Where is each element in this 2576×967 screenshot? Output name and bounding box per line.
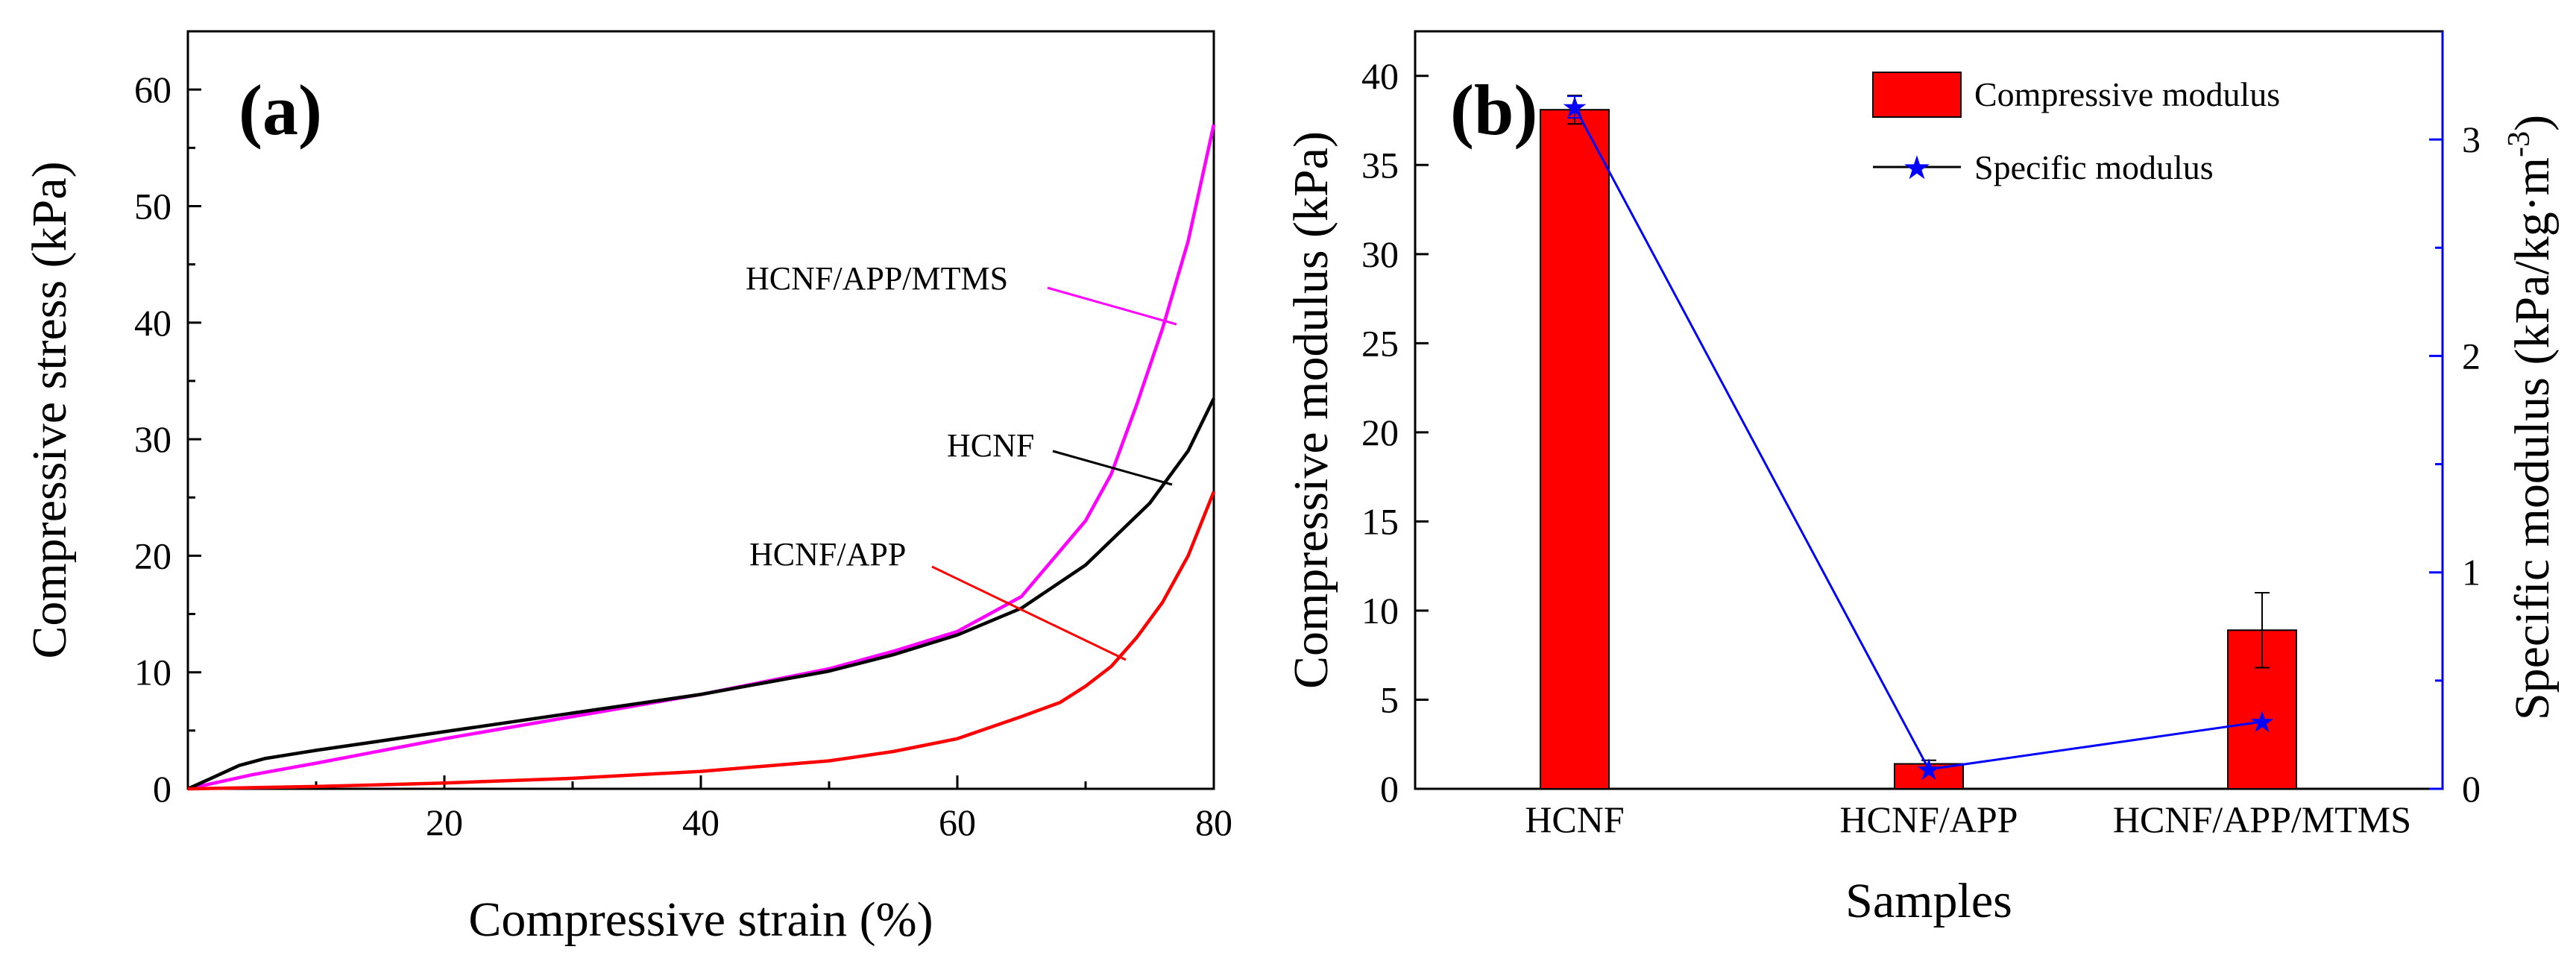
panel-b-bar-chart: 0 5 10 15 20 25 30 35 40 0 1 2 3 HCNF HCNF/APP HCNF/APP… bbox=[1284, 30, 2560, 928]
x-tick-label: 40 bbox=[682, 801, 719, 843]
y-tick-label: 50 bbox=[134, 185, 171, 227]
panel-b-y-axis-label: Compressive modulus (kPa) bbox=[1284, 131, 1338, 689]
right-y-tick-label: 3 bbox=[2462, 119, 2481, 160]
x-category-label: HCNF bbox=[1525, 799, 1624, 840]
annotation-hcnf: HCNF bbox=[947, 427, 1034, 464]
bar-compressive-modulus bbox=[1540, 109, 1610, 790]
leader-line-hcnf bbox=[1052, 450, 1173, 486]
specific-modulus-line bbox=[1573, 106, 2263, 771]
x-tick-label: 80 bbox=[1195, 801, 1232, 843]
y-tick-label: 20 bbox=[1361, 412, 1399, 453]
legend-star-specific-modulus: ★ bbox=[1902, 150, 1931, 186]
y-tick-label: 0 bbox=[1380, 768, 1399, 810]
series-line-hcnf bbox=[187, 397, 1216, 791]
right-y-tick-label: 0 bbox=[2462, 768, 2481, 810]
specific-modulus-point: ★ bbox=[2249, 705, 2276, 739]
annotation-hcnf-app: HCNF/APP bbox=[749, 536, 906, 573]
panel-b-specific-modulus-series: ★ ★ ★ bbox=[1561, 91, 2276, 787]
annotation-hcnf-app-mtms: HCNF/APP/MTMS bbox=[746, 260, 1008, 297]
panel-b-legend: Compressive modulus ★ Specific modulus bbox=[1872, 72, 2280, 186]
legend-label-specific-modulus: Specific modulus bbox=[1974, 148, 2214, 186]
panel-a-ticks: 0 10 20 30 40 50 60 20 40 60 80 bbox=[134, 69, 1232, 843]
specific-modulus-point: ★ bbox=[1561, 91, 1588, 125]
panel-a-y-axis-label: Compressive stress (kPa) bbox=[22, 161, 77, 658]
right-axis-label-close: ) bbox=[2505, 115, 2560, 131]
y-tick-label: 25 bbox=[1361, 322, 1399, 364]
y-tick-label: 30 bbox=[1361, 233, 1399, 275]
y-tick-label: 60 bbox=[134, 69, 171, 110]
right-y-tick-label: 1 bbox=[2462, 552, 2481, 593]
series-line-hcnf-app bbox=[187, 491, 1216, 791]
y-tick-label: 10 bbox=[1361, 590, 1399, 631]
panel-a-series bbox=[187, 124, 1216, 791]
panel-b-right-y-axis-label: Specific modulus (kPa/kg·m-3) bbox=[2502, 115, 2560, 720]
panel-a-label: (a) bbox=[239, 70, 322, 150]
legend-swatch-compressive-modulus bbox=[1872, 72, 1962, 118]
y-tick-label: 30 bbox=[134, 418, 171, 460]
x-category-label: HCNF/APP bbox=[1840, 799, 2018, 840]
y-tick-label: 20 bbox=[134, 535, 171, 576]
specific-modulus-point: ★ bbox=[1915, 753, 1942, 787]
x-tick-label: 20 bbox=[426, 801, 463, 843]
right-y-tick-label: 2 bbox=[2462, 335, 2481, 377]
y-tick-label: 35 bbox=[1361, 144, 1399, 186]
y-tick-label: 40 bbox=[1361, 55, 1399, 97]
panel-a-x-axis-label: Compressive strain (%) bbox=[468, 892, 933, 947]
y-tick-label: 0 bbox=[153, 768, 171, 810]
panel-b-x-axis-label: Samples bbox=[1845, 874, 2012, 928]
y-tick-label: 15 bbox=[1361, 500, 1399, 542]
right-axis-label-sup: -3 bbox=[2502, 131, 2536, 157]
panel-b-bars bbox=[1540, 95, 2297, 790]
panel-b-label: (b) bbox=[1450, 70, 1537, 150]
x-tick-label: 60 bbox=[939, 801, 976, 843]
panel-a-line-chart: 0 10 20 30 40 50 60 20 40 60 80 (a) Compressive st… bbox=[22, 30, 1232, 947]
panel-b-ticks: 0 5 10 15 20 25 30 35 40 0 1 2 3 HCNF HCNF/APP HCNF/APP… bbox=[1361, 55, 2481, 840]
legend-label-compressive-modulus: Compressive modulus bbox=[1974, 75, 2280, 113]
series-line-hcnf-app-mtms bbox=[187, 124, 1216, 791]
leader-line-hcnf-app bbox=[931, 565, 1127, 661]
x-category-label: HCNF/APP/MTMS bbox=[2113, 799, 2411, 840]
y-tick-label: 10 bbox=[134, 652, 171, 693]
y-tick-label: 40 bbox=[134, 302, 171, 344]
right-axis-label-main: Specific modulus (kPa/kg·m bbox=[2505, 157, 2560, 720]
leader-line-hcnf-app-mtms bbox=[1047, 286, 1177, 326]
panel-a-plot-frame bbox=[186, 30, 1215, 790]
y-tick-label: 5 bbox=[1380, 678, 1399, 720]
